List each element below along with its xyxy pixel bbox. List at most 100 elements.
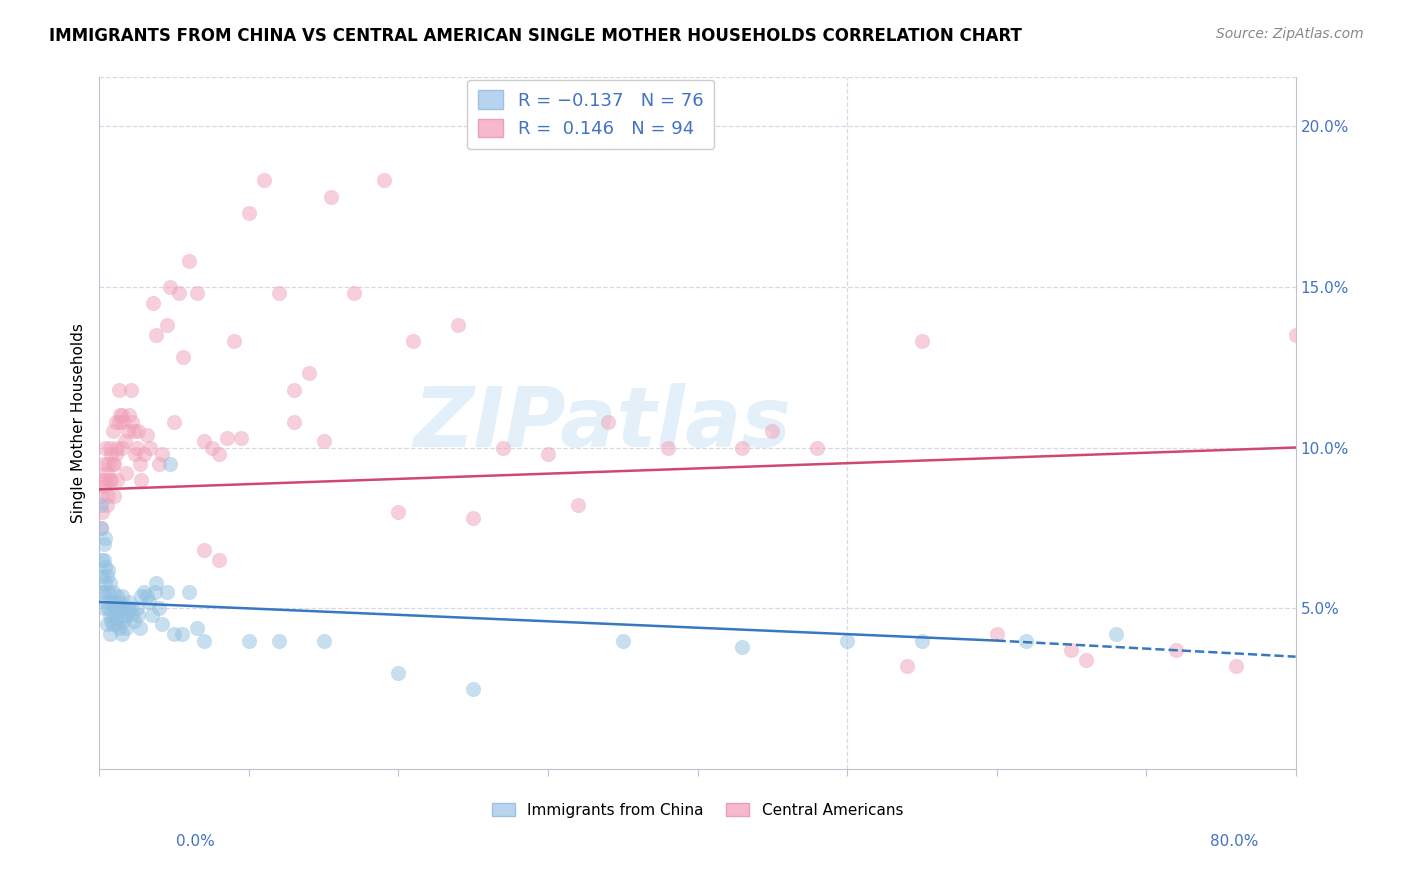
Point	[100, 473, 122, 487]
Point	[125, 601, 148, 615]
Point	[312, 434, 335, 448]
Point	[120, 383, 142, 397]
Text: 80.0%: 80.0%	[1211, 834, 1258, 849]
Point	[93, 457, 115, 471]
Point	[101, 425, 124, 439]
Point	[231, 431, 253, 445]
Point	[1284, 327, 1306, 342]
Point	[104, 447, 127, 461]
Point	[93, 601, 115, 615]
Point	[98, 473, 121, 487]
Point	[101, 585, 124, 599]
Point	[159, 457, 181, 471]
Point	[145, 575, 167, 590]
Point	[193, 543, 215, 558]
Point	[108, 415, 131, 429]
Point	[761, 425, 783, 439]
Point	[215, 431, 238, 445]
Point	[108, 595, 131, 609]
Point	[121, 607, 143, 622]
Point	[447, 318, 470, 333]
Point	[93, 537, 115, 551]
Point	[986, 627, 1008, 641]
Y-axis label: Single Mother Households: Single Mother Households	[72, 324, 86, 524]
Point	[1225, 659, 1247, 673]
Point	[193, 633, 215, 648]
Point	[103, 607, 125, 622]
Point	[156, 585, 179, 599]
Point	[93, 585, 115, 599]
Text: IMMIGRANTS FROM CHINA VS CENTRAL AMERICAN SINGLE MOTHER HOUSEHOLDS CORRELATION C: IMMIGRANTS FROM CHINA VS CENTRAL AMERICA…	[49, 27, 1022, 45]
Point	[128, 457, 150, 471]
Point	[120, 601, 142, 615]
Point	[200, 441, 222, 455]
Point	[96, 467, 118, 481]
Point	[193, 434, 215, 448]
Point	[111, 441, 134, 455]
Point	[172, 351, 194, 365]
Point	[114, 434, 136, 448]
Point	[179, 585, 201, 599]
Point	[98, 607, 121, 622]
Point	[731, 441, 754, 455]
Point	[121, 415, 143, 429]
Point	[129, 589, 152, 603]
Point	[129, 473, 152, 487]
Point	[97, 585, 120, 599]
Point	[143, 585, 166, 599]
Point	[283, 383, 305, 397]
Point	[911, 633, 934, 648]
Point	[122, 614, 145, 628]
Point	[139, 441, 162, 455]
Point	[141, 607, 163, 622]
Point	[657, 441, 679, 455]
Point	[115, 621, 138, 635]
Point	[267, 286, 290, 301]
Point	[312, 633, 335, 648]
Point	[91, 585, 114, 599]
Point	[103, 457, 125, 471]
Point	[110, 409, 132, 423]
Point	[163, 627, 186, 641]
Point	[150, 447, 173, 461]
Point	[492, 441, 515, 455]
Point	[238, 205, 260, 219]
Point	[90, 499, 112, 513]
Point	[298, 367, 321, 381]
Point	[118, 409, 141, 423]
Point	[93, 553, 115, 567]
Point	[94, 441, 117, 455]
Point	[283, 415, 305, 429]
Text: Source: ZipAtlas.com: Source: ZipAtlas.com	[1216, 27, 1364, 41]
Point	[111, 627, 134, 641]
Point	[387, 665, 409, 680]
Point	[1105, 627, 1128, 641]
Point	[127, 425, 149, 439]
Point	[612, 633, 634, 648]
Point	[94, 473, 117, 487]
Point	[179, 253, 201, 268]
Point	[94, 559, 117, 574]
Point	[134, 585, 156, 599]
Point	[163, 415, 186, 429]
Point	[896, 659, 918, 673]
Point	[91, 505, 114, 519]
Point	[1060, 643, 1083, 657]
Point	[150, 617, 173, 632]
Point	[97, 601, 120, 615]
Point	[97, 563, 120, 577]
Point	[112, 601, 135, 615]
Point	[208, 447, 231, 461]
Point	[142, 295, 165, 310]
Point	[835, 633, 858, 648]
Point	[114, 607, 136, 622]
Point	[138, 595, 160, 609]
Point	[463, 511, 485, 525]
Point	[91, 473, 114, 487]
Point	[98, 575, 121, 590]
Point	[321, 189, 343, 203]
Point	[125, 441, 148, 455]
Point	[156, 318, 179, 333]
Point	[90, 489, 112, 503]
Point	[101, 457, 124, 471]
